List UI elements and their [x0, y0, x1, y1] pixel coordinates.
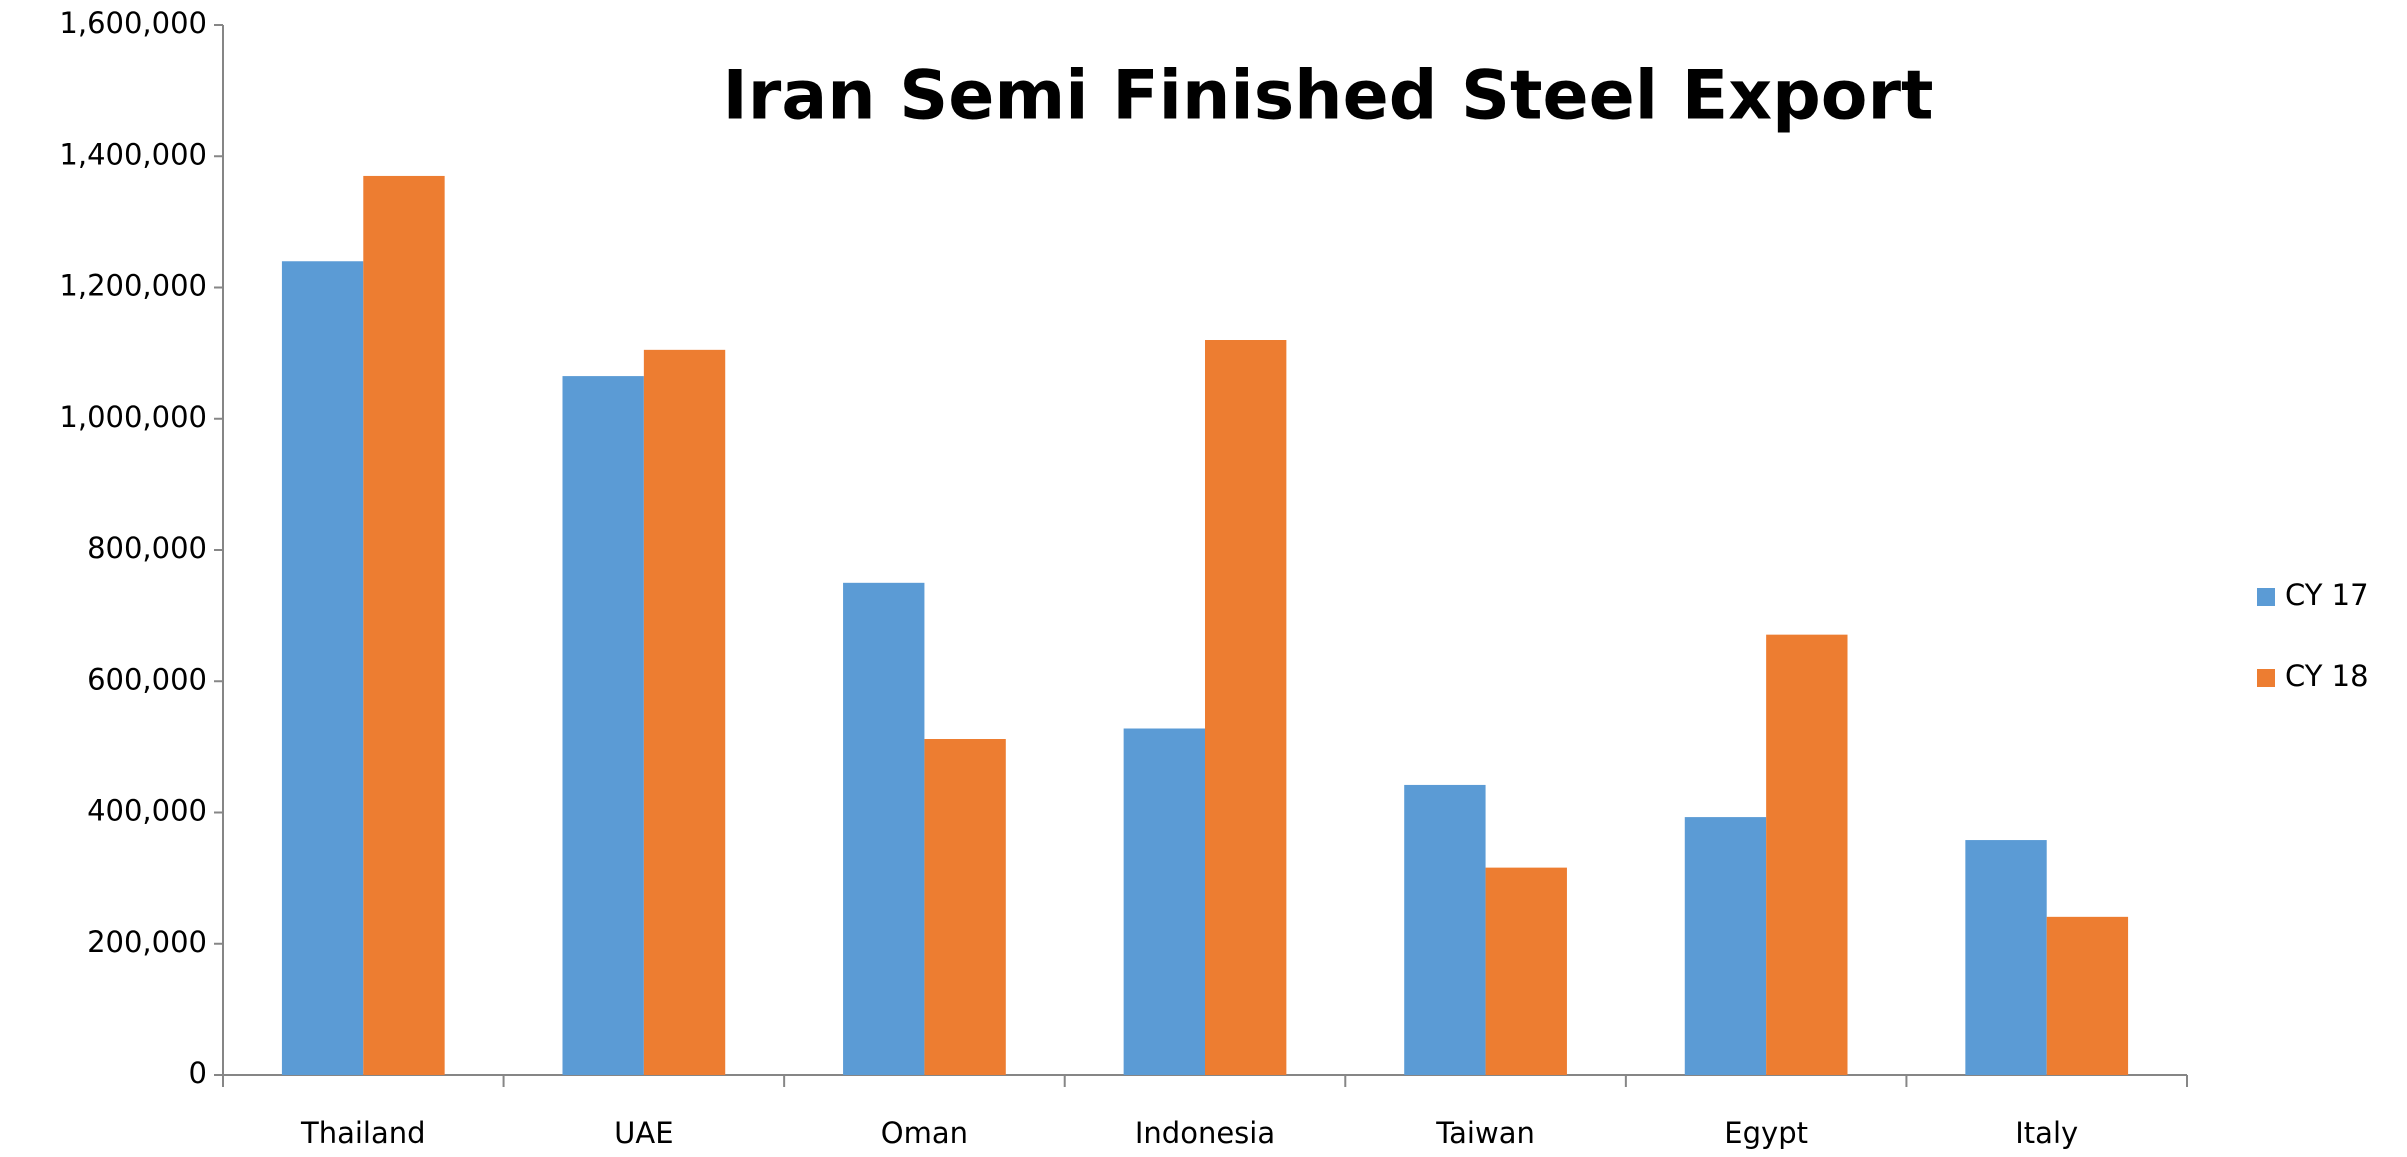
legend-swatch	[2257, 588, 2275, 606]
x-tick-label: UAE	[614, 1116, 673, 1150]
bar	[1485, 867, 1567, 1075]
x-tick-label: Oman	[881, 1116, 968, 1150]
y-tick-label: 200,000	[87, 925, 207, 959]
bar	[1205, 340, 1287, 1075]
bar	[2046, 916, 2129, 1075]
y-tick-label: 1,400,000	[59, 137, 207, 171]
legend-label: CY 17	[2285, 578, 2369, 612]
legend-label: CY 18	[2285, 659, 2369, 693]
y-tick-label: 600,000	[87, 662, 207, 696]
x-tick-label: Italy	[2015, 1116, 2078, 1150]
bar	[1404, 784, 1486, 1075]
y-tick-label: 1,000,000	[59, 400, 207, 434]
bar	[1123, 728, 1205, 1075]
x-tick-label: Egypt	[1724, 1116, 1808, 1150]
bar	[562, 376, 644, 1075]
y-tick-label: 400,000	[87, 794, 207, 828]
y-tick-label: 1,200,000	[59, 269, 207, 303]
y-tick-label: 0	[189, 1056, 207, 1090]
bar	[363, 175, 445, 1075]
x-tick-label: Thailand	[300, 1116, 426, 1150]
x-tick-label: Indonesia	[1135, 1116, 1275, 1150]
bar	[281, 261, 364, 1075]
bar	[1684, 817, 1767, 1075]
y-tick-label: 800,000	[87, 531, 207, 565]
bar	[924, 739, 1006, 1075]
bar	[1965, 840, 2047, 1075]
chart-title: Iran Semi Finished Steel Export	[722, 57, 1933, 136]
x-tick-label: Taiwan	[1435, 1116, 1535, 1150]
legend-swatch	[2257, 669, 2275, 687]
bar	[843, 582, 925, 1075]
bar	[643, 349, 726, 1075]
y-tick-label: 1,600,000	[59, 6, 207, 40]
bar	[1766, 634, 1848, 1075]
